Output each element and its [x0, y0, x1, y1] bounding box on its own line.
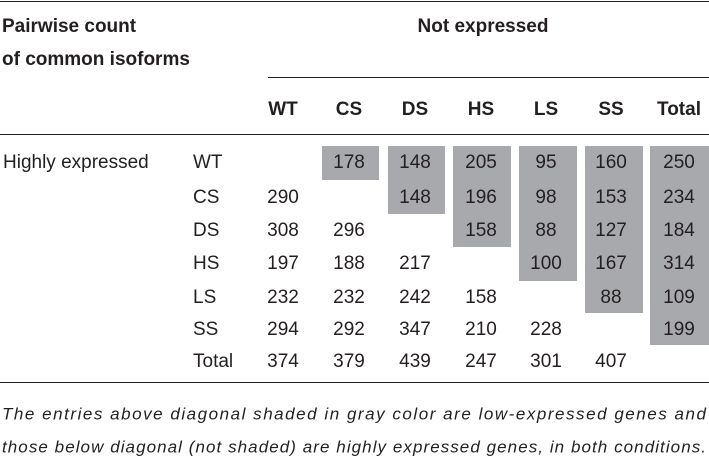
row-label: LS — [193, 287, 216, 308]
row-label: Total — [193, 351, 233, 372]
row-label: CS — [193, 187, 219, 208]
column-group: Not expressed — [418, 16, 549, 37]
cell: 290 — [267, 187, 299, 208]
column-header: DS — [402, 99, 428, 120]
footnote: those below diagonal (not shaded) are hi… — [2, 437, 706, 456]
cell: 294 — [267, 319, 299, 340]
cell: 88 — [535, 220, 556, 241]
column-header: WT — [268, 99, 298, 120]
cell: 374 — [267, 351, 299, 372]
cell: 95 — [535, 152, 556, 173]
column-header: HS — [468, 99, 494, 120]
cell: 242 — [399, 287, 431, 308]
cell: 301 — [530, 351, 562, 372]
shade — [519, 146, 577, 281]
cell: 314 — [663, 253, 695, 274]
shade — [585, 146, 643, 313]
cell: 439 — [399, 351, 431, 372]
cell: 98 — [535, 187, 556, 208]
shade — [388, 146, 445, 214]
cell: 247 — [465, 351, 497, 372]
header: Pairwise count — [2, 16, 137, 37]
cell: 160 — [595, 152, 627, 173]
cell: 188 — [333, 253, 365, 274]
cell: 199 — [663, 319, 695, 340]
column-header: CS — [336, 99, 362, 120]
row-label: WT — [193, 152, 223, 173]
cell: 100 — [530, 253, 562, 274]
cell: 109 — [663, 287, 695, 308]
row-label: HS — [193, 253, 219, 274]
cell: 158 — [465, 220, 497, 241]
cell: 308 — [267, 220, 299, 241]
cell: 148 — [399, 152, 431, 173]
row-label: SS — [193, 319, 218, 340]
cell: 205 — [465, 152, 497, 173]
cell: 167 — [595, 253, 627, 274]
cell: 292 — [333, 319, 365, 340]
cell: 296 — [333, 220, 365, 241]
column-header: SS — [598, 99, 623, 120]
cell: 234 — [663, 187, 695, 208]
shading — [322, 146, 709, 345]
cell: 210 — [465, 319, 497, 340]
cell: 232 — [333, 287, 365, 308]
footnote: The entries above diagonal shaded in gra… — [2, 404, 707, 423]
header: of common isoforms — [2, 49, 190, 70]
column-header: Total — [657, 99, 701, 120]
cell: 148 — [399, 187, 431, 208]
cell: 217 — [399, 253, 431, 274]
cell: 184 — [663, 220, 695, 241]
cell: 88 — [600, 287, 621, 308]
cell: 228 — [530, 319, 562, 340]
cell: 379 — [333, 351, 365, 372]
cell: 153 — [595, 187, 627, 208]
cell: 250 — [663, 152, 695, 173]
cell: 127 — [595, 220, 627, 241]
cell: 158 — [465, 287, 497, 308]
row-group: Highly expressed — [3, 152, 149, 173]
shade — [322, 146, 379, 180]
cell: 197 — [267, 253, 299, 274]
cell: 196 — [465, 187, 497, 208]
cell: 178 — [333, 152, 365, 173]
cell: 347 — [399, 319, 431, 340]
column-header: LS — [534, 99, 558, 120]
cell: 232 — [267, 287, 299, 308]
cell: 407 — [595, 351, 627, 372]
row-label: DS — [193, 220, 219, 241]
shade — [650, 146, 709, 345]
shade — [453, 146, 511, 247]
